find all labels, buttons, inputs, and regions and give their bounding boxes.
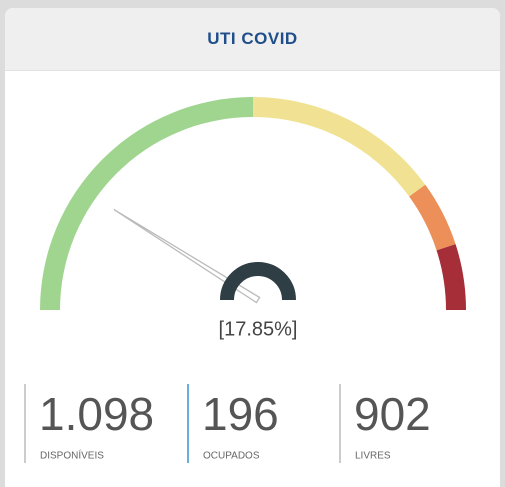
gauge-needle <box>113 209 261 304</box>
stat-label: DISPONÍVEIS <box>40 449 104 462</box>
gauge-value-label: [17.85%] <box>219 318 298 340</box>
stat-value: 902 <box>354 388 431 440</box>
gauge-band <box>436 244 466 310</box>
widget-card: UTI COVID <box>5 8 500 487</box>
gauge-band <box>409 184 456 251</box>
stat-value: 1.098 <box>39 388 154 440</box>
stat-label: LIVRES <box>355 451 391 462</box>
gauge-hub <box>220 262 296 301</box>
widget-title: UTI COVID <box>207 29 298 48</box>
stat-value: 196 <box>202 388 279 440</box>
gauge-band <box>40 97 253 310</box>
widget-header: UTI COVID <box>5 8 500 71</box>
stat-label: OCUPADOS <box>203 451 260 462</box>
gauge-band <box>253 97 426 197</box>
